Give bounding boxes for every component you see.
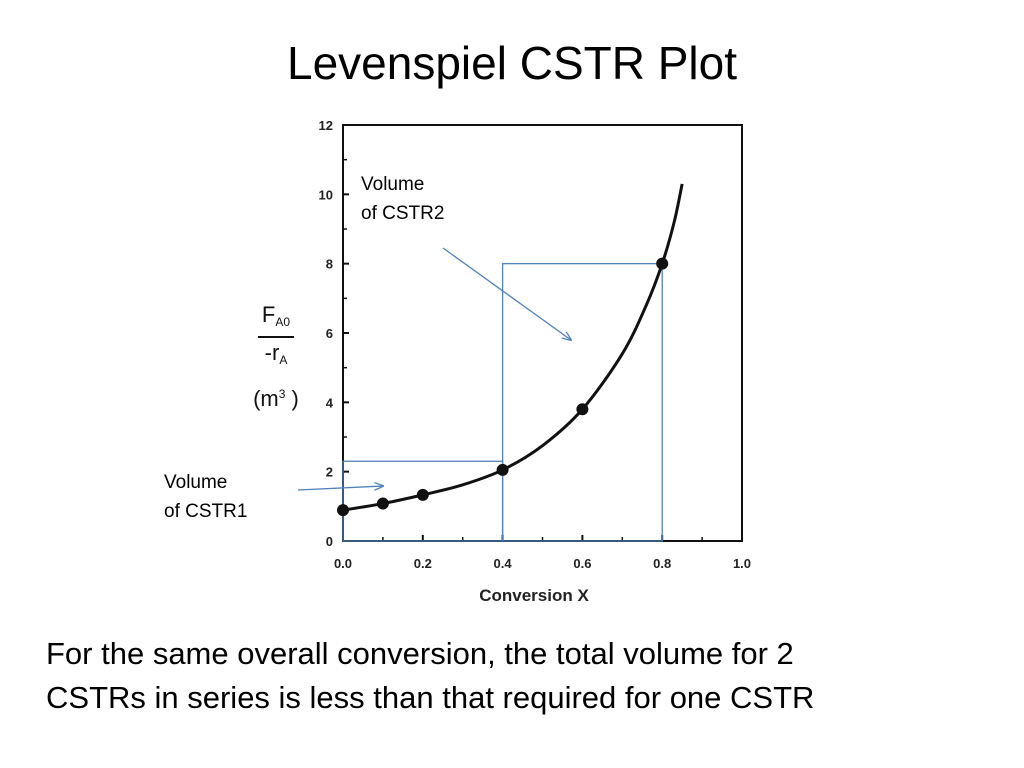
data-point bbox=[376, 497, 389, 510]
data-point bbox=[416, 488, 429, 501]
x-tick-label: 0.4 bbox=[494, 556, 513, 571]
x-axis-label: Conversion X bbox=[479, 586, 589, 605]
y-unit-open: (m bbox=[253, 386, 279, 411]
annotation-cstr1-line1: Volume bbox=[164, 472, 228, 493]
cstr-volume-rect-2 bbox=[501, 263, 663, 542]
annotation-cstr2-line2: of CSTR2 bbox=[361, 203, 445, 224]
volume-rectangles bbox=[342, 263, 663, 542]
data-point bbox=[576, 403, 589, 416]
annotation-arrows bbox=[297, 247, 571, 491]
y-label-denominator: -rA bbox=[244, 338, 308, 373]
data-point bbox=[656, 257, 669, 270]
slide-title: Levenspiel CSTR Plot bbox=[287, 37, 737, 89]
annotation-cstr1-line2: of CSTR1 bbox=[164, 501, 248, 522]
y-tick-label: 8 bbox=[326, 257, 333, 272]
caption-line-1: For the same overall conversion, the tot… bbox=[46, 636, 794, 671]
y-label-unit: (m3 ) bbox=[244, 381, 308, 412]
y-tick-label: 0 bbox=[326, 534, 333, 549]
y-label-r: -r bbox=[264, 340, 280, 365]
annotation-cstr2: Volume of CSTR2 bbox=[361, 170, 444, 228]
arrow-cstr1 bbox=[297, 486, 383, 491]
y-label-r-sub: A bbox=[279, 353, 288, 367]
cstr-volume-rect-1 bbox=[342, 460, 504, 542]
y-label-f-sub: A0 bbox=[275, 315, 291, 329]
annotation-cstr1: Volume of CSTR1 bbox=[164, 468, 247, 526]
y-tick-label: 2 bbox=[326, 465, 333, 480]
y-label-numerator: FA0 bbox=[257, 302, 295, 338]
x-tick-label: 0.8 bbox=[653, 556, 671, 571]
y-unit-sup: 3 bbox=[278, 387, 286, 401]
x-tick-label: 1.0 bbox=[733, 556, 751, 571]
y-unit-close: ) bbox=[285, 386, 299, 411]
y-axis-label: FA0 -rA (m3 ) bbox=[244, 302, 308, 412]
annotation-cstr2-line1: Volume bbox=[361, 174, 425, 195]
x-tick-label: 0.6 bbox=[573, 556, 591, 571]
data-points bbox=[337, 257, 669, 517]
arrow-cstr2 bbox=[442, 247, 571, 340]
y-label-f: F bbox=[261, 302, 276, 327]
y-tick-label: 6 bbox=[326, 326, 333, 341]
data-point bbox=[337, 504, 349, 517]
x-tick-label: 0.0 bbox=[334, 556, 352, 571]
y-tick-label: 12 bbox=[319, 118, 333, 133]
y-tick-label: 4 bbox=[326, 395, 334, 410]
caption-line-2: CSTRs in series is less than that requir… bbox=[46, 680, 815, 715]
x-tick-label: 0.2 bbox=[414, 556, 432, 571]
y-tick-label: 10 bbox=[319, 187, 333, 202]
data-point bbox=[496, 463, 509, 476]
caption: For the same overall conversion, the tot… bbox=[46, 632, 986, 720]
